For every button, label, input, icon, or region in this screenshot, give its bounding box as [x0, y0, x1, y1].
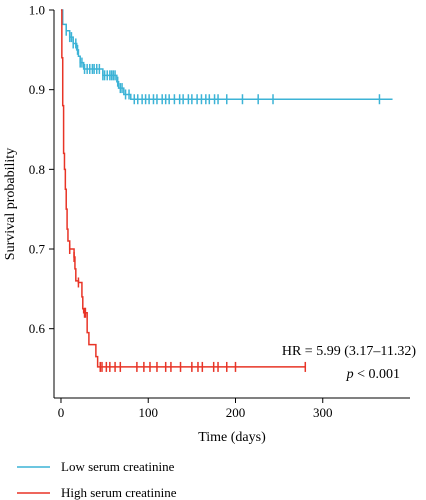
tick-group: 0.6 0.7 0.8 0.9 1.0 0 100 200 300 — [29, 3, 333, 421]
x-tick-label: 200 — [226, 405, 246, 420]
legend: Low serum creatinine High serum creatini… — [17, 459, 177, 500]
y-axis-title: Survival probability — [3, 148, 18, 260]
p-value-annotation: p < 0.001 — [346, 367, 400, 382]
censor-marks-high — [68, 244, 307, 372]
x-tick-label: 300 — [313, 405, 333, 420]
y-tick-label: 1.0 — [29, 3, 45, 18]
censor-marks-low — [65, 25, 381, 105]
legend-item-low: Low serum creatinine — [17, 459, 175, 474]
x-tick-label: 100 — [138, 405, 158, 420]
y-tick-label: 0.8 — [29, 162, 45, 177]
legend-label-high: High serum creatinine — [61, 485, 177, 500]
y-tick-label: 0.7 — [29, 242, 46, 257]
p-label: p — [346, 367, 354, 382]
legend-label-low: Low serum creatinine — [61, 459, 175, 474]
x-axis-title: Time (days) — [198, 430, 266, 445]
series-group — [60, 9, 393, 372]
p-value: < 0.001 — [354, 367, 400, 382]
axes — [53, 10, 410, 399]
hr-annotation: HR = 5.99 (3.17–11.32) — [282, 344, 416, 359]
y-tick-label: 0.6 — [29, 321, 46, 336]
series-line-high — [60, 9, 306, 368]
y-tick-label: 0.9 — [29, 82, 45, 97]
series-line-low — [60, 9, 393, 100]
legend-item-high: High serum creatinine — [17, 485, 177, 500]
x-tick-label: 0 — [58, 405, 65, 420]
